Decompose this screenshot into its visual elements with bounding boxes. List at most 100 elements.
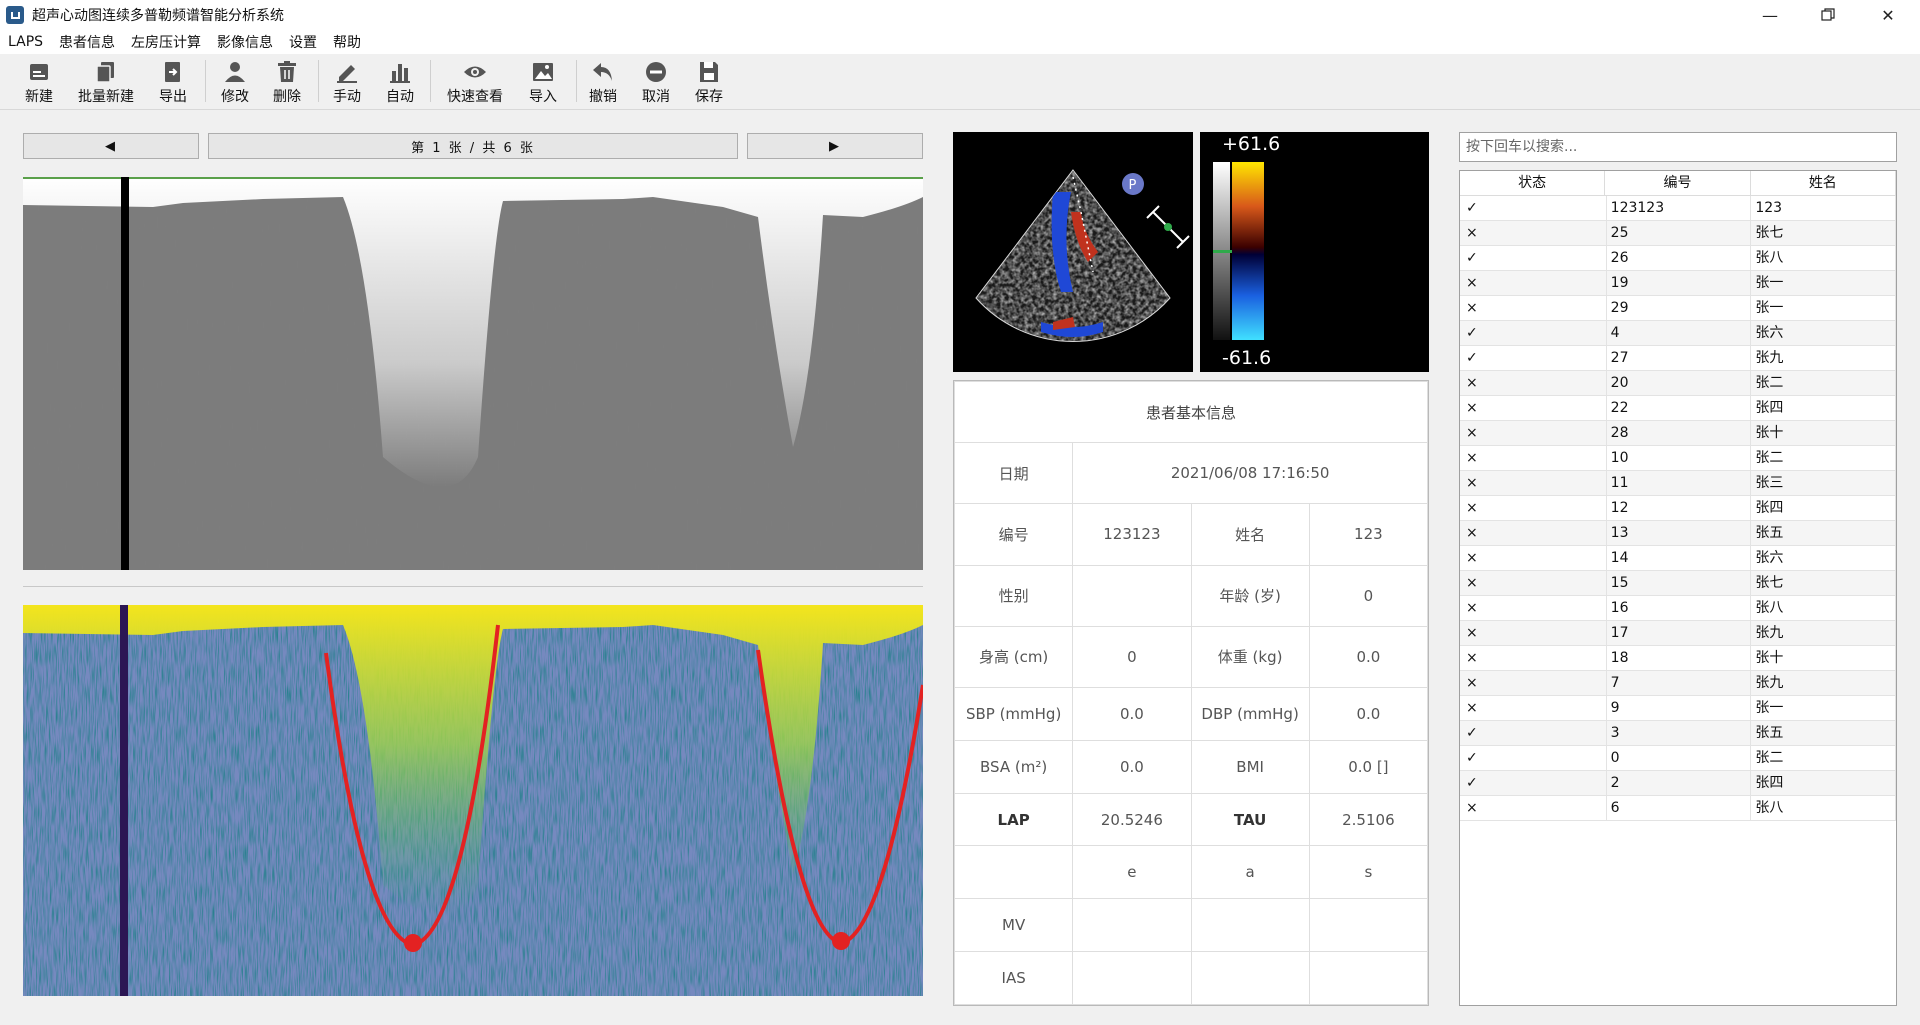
edit-label: 修改: [221, 89, 249, 105]
sex-value: [1072, 564, 1192, 627]
patient-list[interactable]: 状态 编号 姓名 ✓ 123123 123 × 25 张七 ✓ 26 张八 × 19 张一 × 29 张一 ✓…: [1459, 170, 1897, 1006]
id-cell: 9: [1607, 696, 1752, 720]
id-cell: 20: [1607, 371, 1752, 395]
name-cell: 张五: [1751, 721, 1896, 745]
status-cell: ×: [1460, 796, 1607, 820]
prev-image-button[interactable]: ◀: [23, 133, 199, 159]
id-cell: 26: [1607, 246, 1752, 270]
bar-chart-icon: [390, 64, 410, 83]
status-cell: ×: [1460, 596, 1607, 620]
echo-image[interactable]: P: [953, 132, 1193, 372]
save-button[interactable]: 保存: [692, 58, 726, 106]
name-cell: 张九: [1751, 621, 1896, 645]
list-item[interactable]: × 25 张七: [1460, 221, 1896, 246]
list-item[interactable]: ✓ 2 张四: [1460, 771, 1896, 796]
bmi-label: BMI: [1190, 739, 1310, 794]
list-item[interactable]: × 20 张二: [1460, 371, 1896, 396]
list-item[interactable]: × 10 张二: [1460, 446, 1896, 471]
list-item[interactable]: ✓ 0 张二: [1460, 746, 1896, 771]
list-item[interactable]: × 6 张八: [1460, 796, 1896, 821]
export-label: 导出: [159, 89, 187, 105]
edit-button[interactable]: 修改: [218, 58, 252, 106]
patient-info-table: 患者基本信息 日期 2021/06/08 17:16:50 编号 123123 …: [953, 380, 1429, 1006]
date-value: 2021/06/08 17:16:50: [1072, 442, 1428, 505]
import-button[interactable]: 导入: [526, 58, 560, 106]
id-cell: 28: [1607, 421, 1752, 445]
minimize-icon[interactable]: —: [1762, 5, 1778, 25]
manual-button[interactable]: 手动: [330, 58, 364, 106]
list-item[interactable]: × 7 张九: [1460, 671, 1896, 696]
name-cell: 张一: [1751, 696, 1896, 720]
delete-button[interactable]: 删除: [270, 58, 304, 106]
sbp-value: 0.0: [1072, 686, 1192, 741]
restore-icon[interactable]: [1800, 0, 1856, 30]
name-cell: 张四: [1751, 496, 1896, 520]
id-cell: 14: [1607, 546, 1752, 570]
list-item[interactable]: × 22 张四: [1460, 396, 1896, 421]
id-value: 123123: [1072, 503, 1192, 566]
undo-button[interactable]: 撤销: [586, 58, 620, 106]
list-item[interactable]: × 18 张十: [1460, 646, 1896, 671]
sbp-label: SBP (mmHg): [953, 686, 1074, 741]
status-cell: ×: [1460, 471, 1607, 495]
auto-button[interactable]: 自动: [383, 58, 417, 106]
name-cell: 张八: [1751, 246, 1896, 270]
col-status-header[interactable]: 状态: [1460, 171, 1606, 195]
new-label: 新建: [25, 89, 53, 105]
list-item[interactable]: × 28 张十: [1460, 421, 1896, 446]
export-button[interactable]: 导出: [156, 58, 190, 106]
menu-lap-calc[interactable]: 左房压计算: [131, 35, 202, 51]
name-cell: 张九: [1751, 346, 1896, 370]
list-item[interactable]: × 17 张九: [1460, 621, 1896, 646]
menu-patient-info[interactable]: 患者信息: [59, 35, 116, 51]
list-item[interactable]: × 15 张七: [1460, 571, 1896, 596]
auto-label: 自动: [386, 89, 414, 105]
doppler-spectrogram-raw[interactable]: [23, 177, 923, 570]
weight-value: 0.0: [1308, 625, 1429, 688]
search-input[interactable]: [1459, 132, 1897, 162]
height-value: 0: [1072, 625, 1192, 688]
list-item[interactable]: × 16 张八: [1460, 596, 1896, 621]
menu-image-info[interactable]: 影像信息: [217, 35, 274, 51]
list-item[interactable]: × 19 张一: [1460, 271, 1896, 296]
trash-icon: [278, 61, 296, 82]
list-item[interactable]: × 14 张六: [1460, 546, 1896, 571]
list-item[interactable]: × 9 张一: [1460, 696, 1896, 721]
list-item[interactable]: ✓ 3 张五: [1460, 721, 1896, 746]
name-cell: 张三: [1751, 471, 1896, 495]
close-icon[interactable]: ✕: [1881, 5, 1895, 25]
list-item[interactable]: × 11 张三: [1460, 471, 1896, 496]
list-item[interactable]: ✓ 4 张六: [1460, 321, 1896, 346]
dbp-label: DBP (mmHg): [1190, 686, 1310, 741]
minus-circle-icon: [646, 62, 666, 82]
name-value: 123: [1308, 503, 1429, 566]
id-cell: 7: [1607, 671, 1752, 695]
list-item[interactable]: × 29 张一: [1460, 296, 1896, 321]
quick-view-button[interactable]: 快速查看: [442, 58, 508, 106]
list-item[interactable]: ✓ 123123 123: [1460, 196, 1896, 221]
status-cell: ×: [1460, 621, 1607, 645]
cancel-label: 取消: [642, 89, 670, 105]
menu-settings[interactable]: 设置: [289, 35, 318, 51]
velocity-color-scale: +61.6 -61.6: [1200, 132, 1429, 372]
doppler-spectrogram-analyzed[interactable]: [23, 605, 923, 996]
list-item[interactable]: ✓ 26 张八: [1460, 246, 1896, 271]
batch-new-button[interactable]: 批量新建: [74, 58, 138, 106]
status-cell: ✓: [1460, 196, 1607, 220]
col-name-header[interactable]: 姓名: [1751, 171, 1896, 195]
cancel-button[interactable]: 取消: [639, 58, 673, 106]
lap-value: 20.5246: [1072, 792, 1192, 847]
page-indicator: 第 1 张 / 共 6 张: [208, 133, 738, 159]
list-item[interactable]: × 12 张四: [1460, 496, 1896, 521]
next-image-button[interactable]: ▶: [747, 133, 923, 159]
status-cell: ×: [1460, 696, 1607, 720]
tau-label: TAU: [1190, 792, 1310, 847]
id-cell: 3: [1607, 721, 1752, 745]
list-item[interactable]: × 13 张五: [1460, 521, 1896, 546]
list-item[interactable]: ✓ 27 张九: [1460, 346, 1896, 371]
col-id-header[interactable]: 编号: [1605, 171, 1751, 195]
menu-laps[interactable]: LAPS: [8, 34, 44, 50]
id-cell: 27: [1607, 346, 1752, 370]
new-button[interactable]: 新建: [22, 58, 56, 106]
menu-help[interactable]: 帮助: [333, 35, 362, 51]
